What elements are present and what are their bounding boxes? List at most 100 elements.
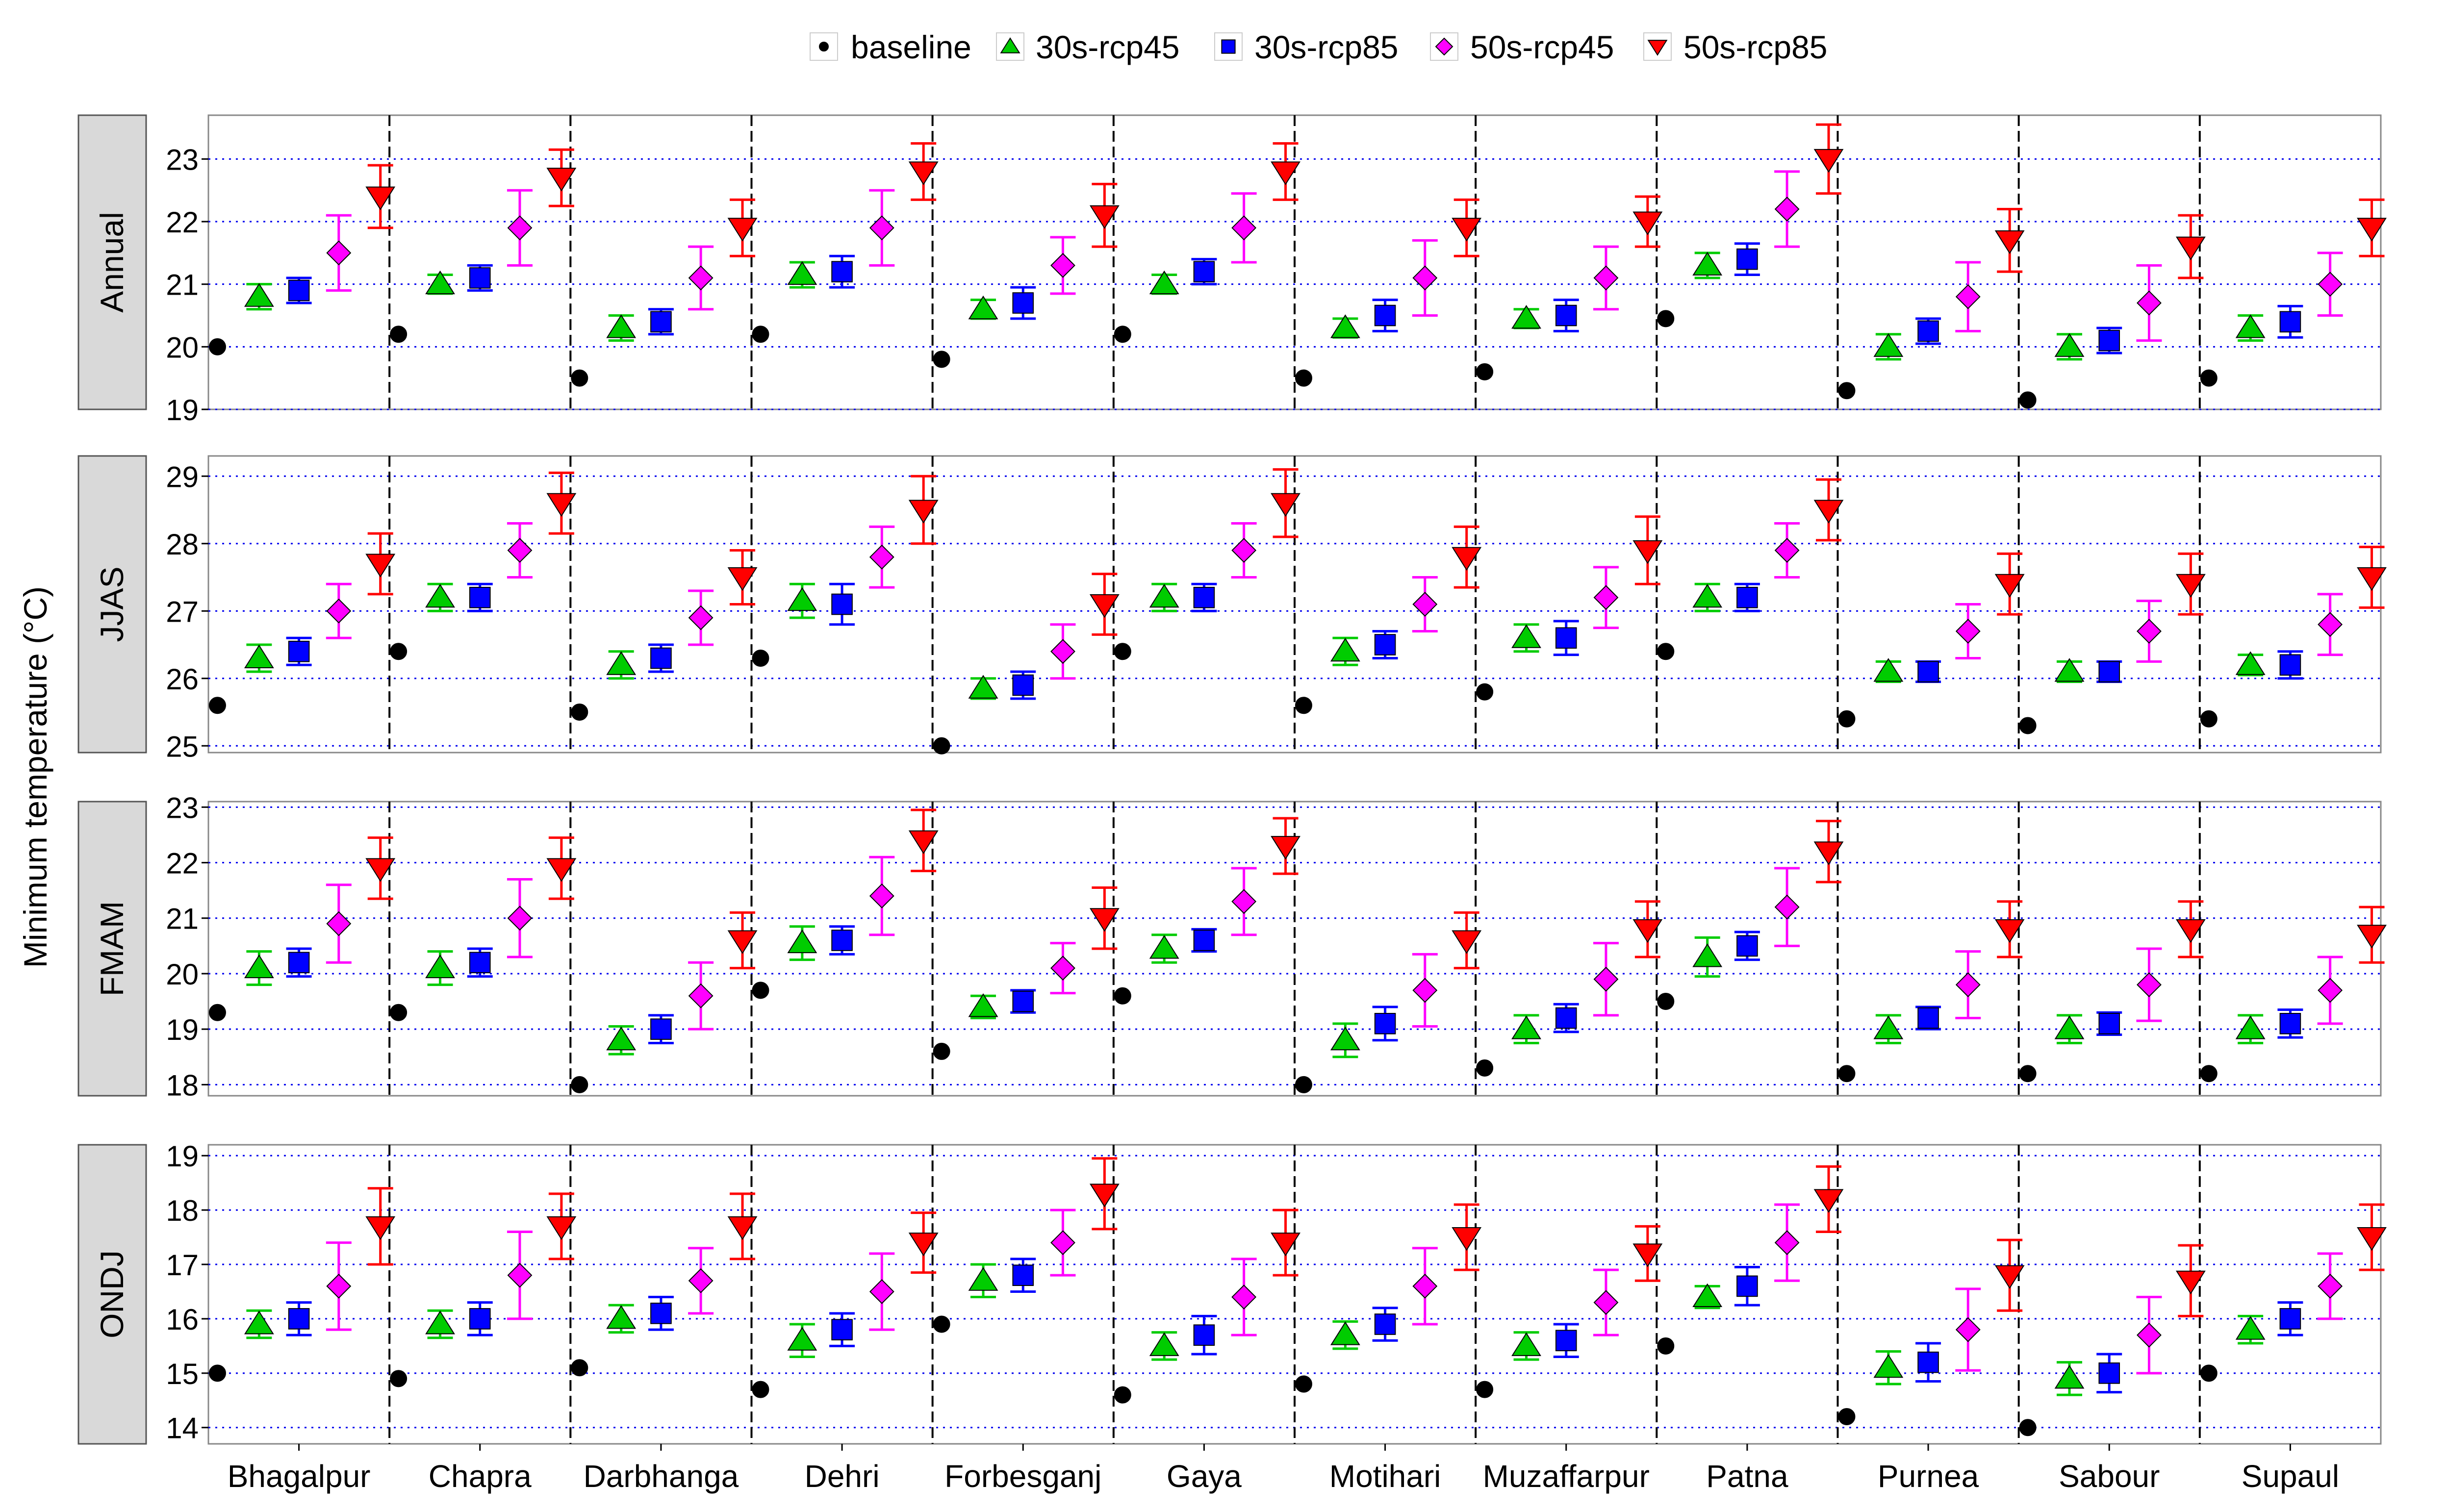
data-point-30s-rcp45 bbox=[787, 929, 817, 954]
data-point-30s-rcp45 bbox=[1692, 1283, 1723, 1308]
data-point-30s-rcp85 bbox=[1917, 1351, 1939, 1373]
data-point-50s-rcp85 bbox=[1452, 547, 1482, 571]
data-point-baseline bbox=[1295, 369, 1312, 387]
legend-label: 50s-rcp85 bbox=[1683, 29, 1828, 65]
y-tick-label: 22 bbox=[166, 847, 199, 880]
data-point-50s-rcp45 bbox=[2318, 612, 2343, 637]
panel-strip-label: Annual bbox=[94, 212, 130, 313]
data-point-50s-rcp45 bbox=[688, 1268, 714, 1293]
data-point-50s-rcp85 bbox=[365, 554, 396, 578]
y-tick-label: 19 bbox=[166, 1140, 199, 1173]
data-point-30s-rcp45 bbox=[787, 587, 817, 611]
data-point-50s-rcp45 bbox=[1593, 966, 1619, 992]
data-point-50s-rcp45 bbox=[688, 265, 714, 291]
data-point-30s-rcp45 bbox=[1149, 1332, 1179, 1356]
data-point-50s-rcp45 bbox=[1231, 538, 1257, 563]
data-point-30s-rcp45 bbox=[1692, 943, 1723, 967]
y-tick-label: 27 bbox=[166, 595, 199, 628]
data-point-50s-rcp45 bbox=[2137, 619, 2162, 644]
data-point-30s-rcp85 bbox=[1917, 1007, 1939, 1029]
legend-item-baseline: baseline bbox=[810, 29, 971, 65]
data-point-30s-rcp85 bbox=[2279, 1013, 2301, 1034]
data-point-30s-rcp45 bbox=[1873, 333, 1904, 357]
data-point-50s-rcp85 bbox=[1452, 1227, 1482, 1251]
data-point-baseline bbox=[933, 737, 950, 755]
x-tick-label: Dehri bbox=[805, 1459, 880, 1494]
data-point-50s-rcp85 bbox=[1271, 493, 1300, 517]
data-point-30s-rcp45 bbox=[1511, 1332, 1541, 1356]
data-point-50s-rcp85 bbox=[2357, 567, 2387, 591]
data-point-50s-rcp45 bbox=[1593, 1290, 1619, 1315]
data-point-30s-rcp85 bbox=[288, 952, 310, 974]
data-point-30s-rcp85 bbox=[831, 593, 853, 615]
data-point-baseline bbox=[208, 1364, 226, 1382]
data-point-30s-rcp45 bbox=[1330, 314, 1360, 338]
y-tick-label: 25 bbox=[166, 730, 199, 763]
data-point-50s-rcp45 bbox=[1593, 265, 1619, 291]
data-point-30s-rcp85 bbox=[2279, 311, 2301, 333]
data-point-30s-rcp45 bbox=[968, 675, 998, 699]
data-point-50s-rcp85 bbox=[908, 500, 939, 524]
data-point-30s-rcp45 bbox=[1330, 1026, 1360, 1051]
data-point-30s-rcp85 bbox=[831, 261, 853, 282]
data-point-30s-rcp85 bbox=[1736, 586, 1758, 608]
data-point-50s-rcp85 bbox=[2175, 574, 2206, 598]
data-point-50s-rcp85 bbox=[2357, 218, 2387, 242]
panel-annual: Annual 19 20 21 22 23 bbox=[77, 114, 2387, 427]
data-point-30s-rcp85 bbox=[1917, 661, 1939, 682]
data-point-30s-rcp85 bbox=[2279, 1308, 2301, 1330]
data-point-baseline bbox=[208, 697, 226, 714]
data-point-30s-rcp45 bbox=[1511, 1015, 1541, 1039]
data-point-50s-rcp45 bbox=[2137, 1322, 2162, 1348]
data-point-50s-rcp45 bbox=[1231, 1285, 1257, 1310]
x-tick-label: Muzaffarpur bbox=[1483, 1459, 1650, 1494]
data-point-baseline bbox=[390, 1370, 408, 1387]
data-point-50s-rcp85 bbox=[1994, 919, 2025, 943]
data-point-50s-rcp85 bbox=[2175, 1270, 2206, 1295]
data-point-30s-rcp45 bbox=[606, 1305, 637, 1329]
data-point-30s-rcp45 bbox=[2054, 658, 2085, 682]
data-point-50s-rcp45 bbox=[869, 215, 894, 241]
data-point-30s-rcp85 bbox=[831, 1319, 853, 1340]
data-point-baseline bbox=[390, 326, 408, 343]
data-point-50s-rcp85 bbox=[2175, 919, 2206, 943]
data-point-baseline bbox=[1476, 1059, 1494, 1077]
data-point-baseline bbox=[2200, 1364, 2218, 1382]
data-point-30s-rcp85 bbox=[469, 267, 491, 289]
data-point-50s-rcp45 bbox=[1050, 956, 1075, 981]
data-point-30s-rcp85 bbox=[650, 647, 672, 669]
data-point-50s-rcp85 bbox=[1813, 841, 1844, 865]
data-point-baseline bbox=[1657, 1337, 1675, 1355]
data-point-30s-rcp85 bbox=[1374, 1013, 1396, 1034]
data-point-50s-rcp45 bbox=[1050, 639, 1075, 664]
data-point-baseline bbox=[390, 1004, 408, 1021]
data-point-baseline bbox=[752, 982, 769, 999]
data-point-30s-rcp85 bbox=[469, 586, 491, 608]
data-point-baseline bbox=[2019, 1065, 2037, 1083]
data-point-baseline bbox=[1114, 643, 1131, 660]
data-point-50s-rcp85 bbox=[1089, 205, 1120, 229]
data-point-30s-rcp45 bbox=[244, 283, 274, 307]
data-point-50s-rcp85 bbox=[365, 186, 396, 210]
data-point-50s-rcp85 bbox=[546, 858, 577, 882]
data-point-30s-rcp45 bbox=[425, 270, 455, 295]
data-point-30s-rcp45 bbox=[244, 644, 274, 668]
data-point-baseline bbox=[2019, 1419, 2037, 1436]
data-point-50s-rcp45 bbox=[1774, 894, 1800, 920]
x-tick-label: Darbhanga bbox=[584, 1459, 739, 1494]
data-point-30s-rcp85 bbox=[650, 311, 672, 333]
data-point-baseline bbox=[1295, 1076, 1312, 1093]
x-tick-label: Chapra bbox=[429, 1459, 532, 1494]
data-point-30s-rcp45 bbox=[1511, 305, 1541, 329]
data-point-30s-rcp85 bbox=[2098, 1013, 2120, 1034]
y-tick-label: 19 bbox=[166, 1013, 199, 1046]
data-point-baseline bbox=[1657, 310, 1675, 328]
y-tick-label: 29 bbox=[166, 460, 199, 493]
data-point-baseline bbox=[571, 369, 588, 387]
data-point-50s-rcp85 bbox=[1089, 1184, 1120, 1208]
data-point-30s-rcp45 bbox=[2235, 651, 2266, 675]
data-point-30s-rcp85 bbox=[1917, 320, 1939, 342]
data-point-baseline bbox=[571, 1359, 588, 1377]
data-point-50s-rcp85 bbox=[2175, 236, 2206, 260]
x-tick-label: Motihari bbox=[1329, 1459, 1441, 1494]
